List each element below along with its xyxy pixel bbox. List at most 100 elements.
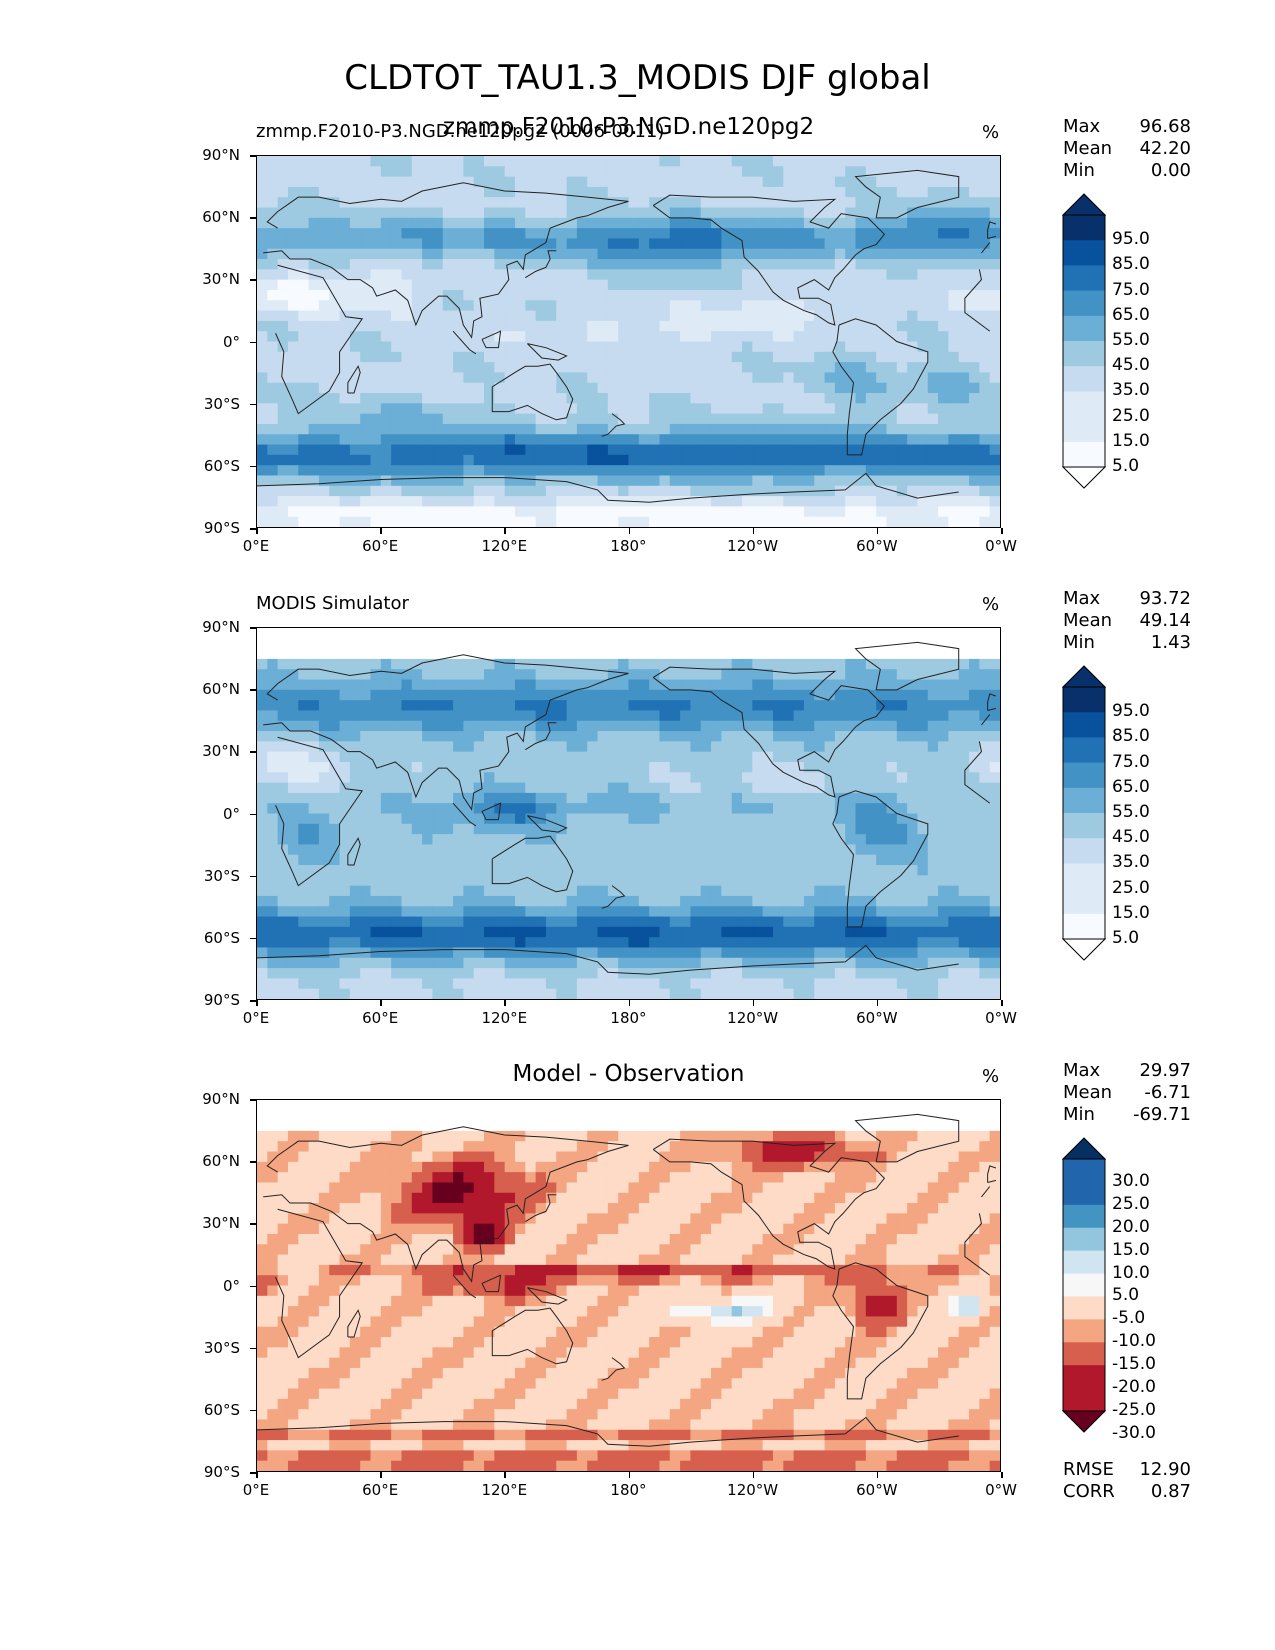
field-cell bbox=[535, 937, 547, 949]
field-cell bbox=[618, 926, 630, 938]
field-cell bbox=[463, 444, 475, 456]
field-cell bbox=[473, 434, 485, 446]
field-cell bbox=[638, 341, 650, 353]
field-cell bbox=[587, 331, 599, 343]
field-cell bbox=[721, 947, 733, 959]
field-cell bbox=[370, 382, 382, 394]
field-cell bbox=[473, 217, 485, 229]
field-cell bbox=[907, 937, 919, 949]
field-cell bbox=[453, 413, 464, 425]
field-cell bbox=[257, 885, 268, 897]
field-cell bbox=[711, 331, 722, 343]
field-cell bbox=[917, 238, 929, 250]
field-cell bbox=[329, 238, 341, 250]
field-cell bbox=[267, 423, 279, 435]
field-cell bbox=[669, 413, 681, 425]
field-cell bbox=[628, 834, 640, 846]
field-cell bbox=[742, 485, 753, 497]
field-cell bbox=[803, 423, 815, 435]
field-cell bbox=[411, 669, 423, 681]
field-cell bbox=[494, 792, 506, 804]
field-cell bbox=[989, 259, 1000, 270]
field-cell bbox=[566, 403, 578, 415]
field-cell bbox=[907, 186, 919, 198]
field-cell bbox=[845, 475, 857, 487]
field-cell bbox=[494, 865, 506, 876]
field-cell bbox=[525, 362, 537, 374]
field-cell bbox=[896, 516, 908, 527]
field-cell bbox=[834, 217, 846, 229]
field-cell bbox=[463, 465, 475, 477]
field-cell bbox=[308, 782, 320, 794]
field-cell bbox=[649, 186, 661, 198]
field-cell bbox=[484, 434, 495, 446]
field-cell bbox=[814, 217, 826, 229]
field-cell bbox=[349, 331, 361, 343]
field-cell bbox=[793, 813, 805, 825]
field-cell bbox=[907, 496, 919, 507]
field-cell bbox=[700, 176, 712, 188]
field-cell bbox=[401, 382, 413, 394]
field-cell bbox=[979, 772, 991, 784]
field-cell bbox=[762, 156, 774, 167]
field-cell bbox=[938, 875, 950, 887]
field-cell bbox=[422, 156, 434, 167]
field-cell bbox=[711, 423, 722, 435]
field-cell bbox=[494, 176, 506, 188]
field-cell bbox=[401, 186, 413, 198]
field-cell bbox=[731, 741, 743, 753]
field-cell bbox=[349, 300, 361, 312]
field-cell bbox=[917, 485, 929, 497]
field-cell bbox=[742, 248, 753, 260]
field-cell bbox=[360, 506, 372, 518]
field-cell bbox=[886, 516, 898, 527]
field-cell bbox=[711, 751, 722, 763]
field-cell bbox=[752, 403, 764, 415]
field-cell bbox=[680, 475, 692, 487]
field-cell bbox=[638, 331, 650, 343]
field-cell bbox=[700, 854, 712, 866]
field-cell bbox=[783, 176, 795, 188]
field-cell bbox=[360, 382, 372, 394]
field-cell bbox=[907, 279, 919, 291]
field-cell bbox=[731, 320, 743, 332]
field-cell bbox=[958, 669, 970, 681]
field-cell bbox=[845, 382, 857, 394]
field-cell bbox=[257, 710, 268, 722]
field-cell bbox=[566, 926, 578, 938]
field-cell bbox=[422, 638, 434, 650]
field-cell bbox=[917, 351, 929, 363]
field-cell bbox=[514, 658, 526, 670]
field-cell bbox=[865, 700, 877, 712]
field-cell bbox=[907, 403, 919, 415]
field-cell bbox=[267, 259, 279, 270]
field-cell bbox=[690, 166, 702, 178]
field-cell bbox=[277, 320, 289, 332]
field-cell bbox=[638, 207, 650, 219]
field-cell bbox=[845, 720, 857, 732]
field-cell bbox=[628, 454, 640, 466]
field-cell bbox=[349, 351, 361, 363]
field-cell bbox=[783, 792, 795, 804]
field-cell bbox=[628, 875, 640, 887]
field-cell bbox=[721, 217, 733, 229]
field-cell bbox=[473, 679, 485, 691]
field-cell bbox=[298, 834, 310, 846]
field-cell bbox=[876, 207, 888, 219]
field-cell bbox=[927, 906, 939, 918]
field-cell bbox=[401, 834, 413, 846]
field-cell bbox=[886, 782, 898, 794]
field-cell bbox=[772, 628, 784, 639]
field-cell bbox=[938, 156, 950, 167]
field-cell bbox=[783, 823, 795, 835]
field-cell bbox=[257, 689, 268, 701]
field-cell bbox=[566, 679, 578, 691]
field-cell bbox=[979, 496, 991, 507]
field-cell bbox=[308, 341, 320, 353]
field-cell bbox=[504, 279, 516, 291]
field-cell bbox=[308, 156, 320, 167]
field-cell bbox=[845, 906, 857, 918]
field-cell bbox=[700, 331, 712, 343]
field-cell bbox=[659, 844, 671, 856]
field-cell bbox=[824, 803, 836, 815]
